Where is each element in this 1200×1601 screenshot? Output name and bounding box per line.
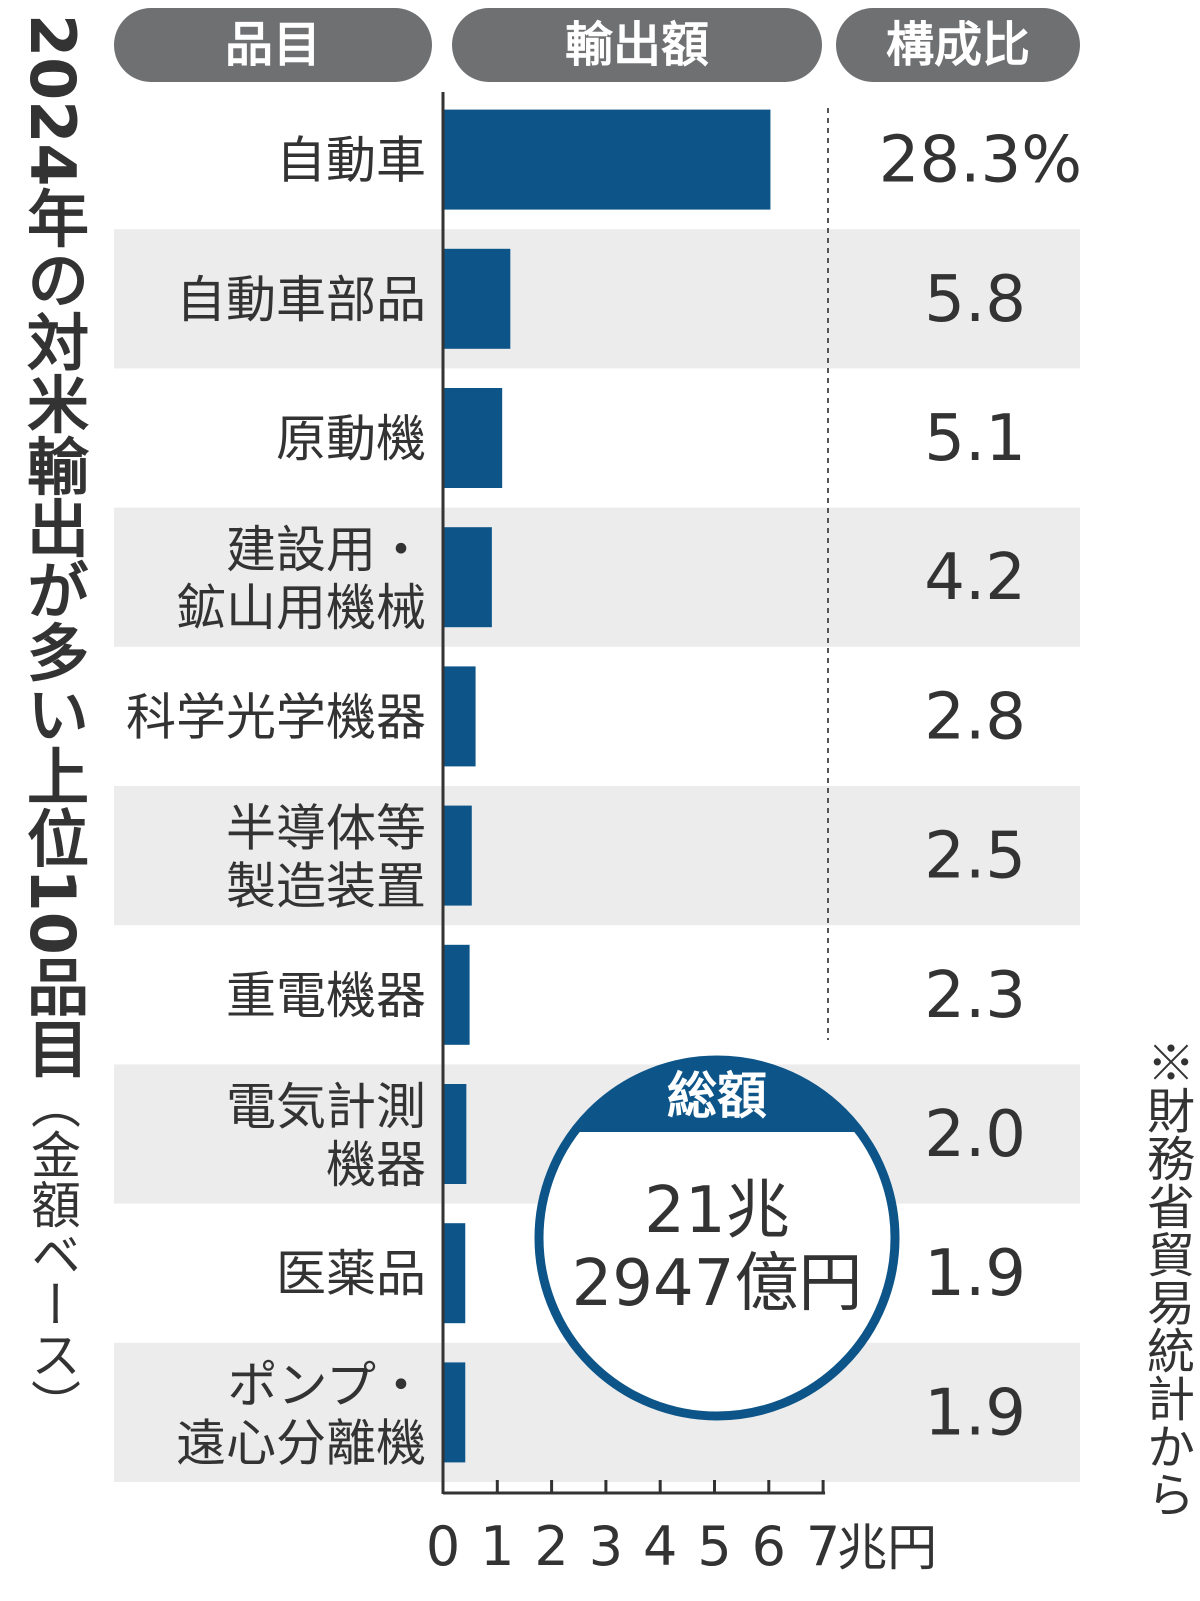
share-value: 28.3%: [879, 124, 1082, 198]
chart-title: 2024年の対米輸出が多い上位10品目（金額ベース）: [12, 14, 92, 1589]
chart-title-main: 2024年の対米輸出が多い上位10品目: [16, 14, 89, 1079]
x-tick-label: 7: [806, 1515, 840, 1578]
bar: [443, 805, 472, 906]
category-label: 自動車: [276, 132, 426, 190]
x-tick-label: 2: [534, 1515, 568, 1578]
header-item: 品目: [114, 8, 432, 82]
total-label: 総額: [667, 1067, 767, 1125]
total-value-line1: 21兆: [644, 1174, 789, 1248]
bar: [443, 248, 511, 349]
share-value: 1.9: [924, 1376, 1026, 1450]
share-value: 2.5: [924, 820, 1026, 894]
share-value: 1.9: [924, 1237, 1026, 1311]
x-tick-label: 1: [480, 1515, 514, 1578]
x-tick-label: 3: [589, 1515, 623, 1578]
bar: [443, 1084, 467, 1184]
share-value: 4.2: [924, 541, 1026, 615]
source-note: ※財務省貿易統計から: [1138, 1038, 1194, 1518]
x-tick-label: 0: [426, 1515, 460, 1578]
category-label: 建設用・鉱山用機械: [176, 521, 426, 637]
share-value: 2.3: [924, 959, 1026, 1033]
share-value: 2.8: [924, 680, 1026, 754]
header-share: 構成比: [836, 8, 1080, 82]
total-circle-cap: [574, 1059, 860, 1132]
row-background: [114, 229, 1080, 369]
category-label-line: 電気計測: [226, 1078, 426, 1136]
bar: [443, 109, 771, 210]
category-label-line: ポンプ・: [228, 1356, 427, 1414]
bar: [443, 944, 470, 1045]
category-label-line: 製造装置: [226, 858, 426, 916]
chart-title-sub: （金額ベース）: [23, 1078, 81, 1429]
category-label: 重電機器: [226, 967, 426, 1025]
bar: [443, 1362, 466, 1463]
share-value: 5.8: [924, 263, 1026, 337]
category-label: 半導体等製造装置: [226, 800, 426, 916]
category-label: 電気計測機器: [226, 1078, 426, 1194]
category-label: 科学光学機器: [126, 688, 426, 746]
total-value-line2: 2947億円: [572, 1247, 863, 1321]
category-label-line: 半導体等: [226, 800, 426, 858]
share-value: 5.1: [924, 402, 1026, 476]
bar: [443, 666, 476, 767]
category-label-line: 遠心分離機: [176, 1414, 426, 1472]
bar: [443, 1223, 466, 1324]
category-label: 医薬品: [276, 1245, 426, 1303]
x-unit-label: 兆円: [837, 1519, 937, 1577]
x-tick-label: 4: [643, 1515, 677, 1578]
header-amount: 輸出額: [452, 8, 822, 82]
category-label: 原動機: [276, 410, 426, 468]
category-label-line: 機器: [326, 1136, 426, 1194]
category-label: ポンプ・遠心分離機: [176, 1356, 426, 1472]
category-label: 自動車部品: [176, 271, 426, 329]
bar: [443, 388, 503, 488]
category-label-line: 鉱山用機械: [176, 579, 426, 637]
x-tick-label: 5: [697, 1515, 731, 1578]
row-background: [114, 507, 1080, 647]
category-label-line: 建設用・: [226, 521, 426, 579]
row-background: [114, 786, 1080, 926]
bar: [443, 527, 492, 628]
share-value: 2.0: [924, 1098, 1026, 1172]
x-tick-label: 6: [752, 1515, 786, 1578]
